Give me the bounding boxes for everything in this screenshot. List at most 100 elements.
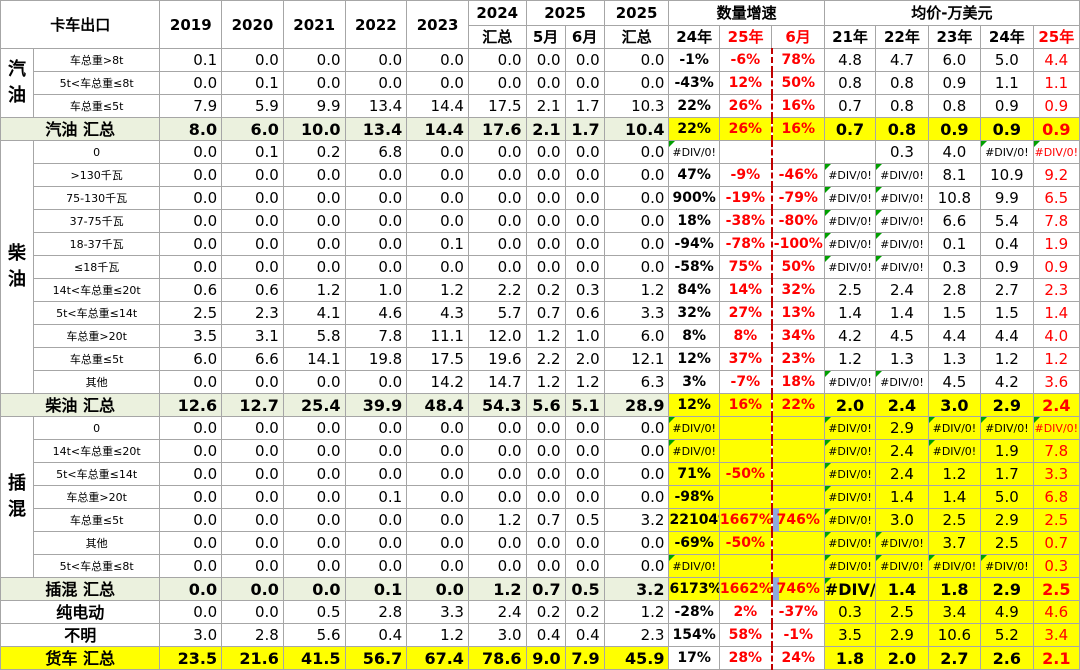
value-cell: 0.0 (221, 255, 284, 279)
value-cell: 0.0 (344, 462, 408, 486)
value-cell: 0.0 (159, 416, 223, 440)
row-label: 75-130千瓦 (32, 186, 161, 210)
value-cell: 0.0 (406, 508, 469, 532)
row-label: 14t<车总重≤20t (32, 278, 161, 302)
value-cell: 2.0 (564, 347, 605, 371)
value-cell: 0.2 (564, 600, 605, 624)
price-cell: 3.0 (927, 393, 982, 417)
value-cell: 6.3 (603, 370, 670, 394)
value-cell: 0.0 (564, 416, 605, 440)
growth-header: 数量增速 (668, 0, 825, 26)
value-cell: 19.8 (344, 347, 408, 371)
growth-cell: 12% (668, 393, 720, 417)
price-cell: 4.4 (927, 324, 982, 348)
value-cell: 0.7 (525, 577, 566, 601)
value-cell: 0.0 (525, 209, 566, 233)
value-cell: 2.3 (221, 301, 284, 325)
price-cell (823, 140, 877, 164)
growth-cell: 32% (770, 278, 825, 302)
value-cell: 0.0 (282, 554, 346, 578)
price-cell: 5.2 (980, 623, 1034, 647)
growth-cell: 78% (770, 48, 825, 72)
growth-6-header: 6月 (771, 25, 825, 49)
growth-cell: 14% (718, 278, 773, 302)
category-label: 插混 (0, 416, 34, 578)
value-cell: 2.5 (159, 301, 223, 325)
price-cell: 2.9 (980, 508, 1034, 532)
value-cell: 2.2 (467, 278, 527, 302)
value-cell: 0.0 (344, 71, 408, 95)
value-cell: 12.7 (221, 393, 284, 417)
value-cell: 0.0 (282, 232, 346, 256)
value-cell: 0.1 (406, 232, 469, 256)
value-cell: 25.4 (282, 393, 346, 417)
growth-cell: 22% (668, 117, 720, 141)
price-cell: 4.8 (823, 48, 877, 72)
value-cell: 0.0 (159, 370, 223, 394)
growth-cell: 24% (770, 646, 825, 670)
table-row: 75-130千瓦 0.0 0.0 0.0 0.0 0.0 0.0 0.0 0.0 0.0 900% -… (1, 186, 1080, 210)
value-cell: 3.3 (603, 301, 670, 325)
value-cell: 12.6 (159, 393, 223, 417)
value-cell: 3.2 (603, 577, 670, 601)
growth-cell: #DIV/0! (668, 439, 720, 463)
value-cell: 0.0 (344, 416, 408, 440)
price-cell: 1.3 (927, 347, 982, 371)
price-cell: #DIV/0! (823, 416, 877, 440)
price-cell: 4.2 (980, 370, 1034, 394)
value-cell: 0.0 (282, 416, 346, 440)
price-cell: #DIV/0! (875, 186, 929, 210)
price-cell: 9.9 (980, 186, 1034, 210)
value-cell: 0.0 (603, 71, 670, 95)
value-cell: 0.0 (467, 554, 527, 578)
value-cell: 0.2 (525, 278, 566, 302)
value-cell: 1.2 (406, 278, 469, 302)
value-cell: 0.0 (344, 209, 408, 233)
value-cell: 0.0 (159, 255, 223, 279)
value-cell: 0.0 (221, 600, 284, 624)
growth-cell (718, 554, 773, 578)
value-cell: 0.0 (159, 462, 223, 486)
value-cell: 0.0 (603, 255, 670, 279)
value-cell: 0.0 (221, 232, 284, 256)
value-cell: 6.8 (344, 140, 408, 164)
value-cell: 0.0 (282, 439, 346, 463)
price-cell: 1.4 (1032, 301, 1080, 325)
jun-header: 6月 (564, 25, 605, 49)
value-cell: 14.1 (282, 347, 346, 371)
value-cell: 3.3 (406, 600, 469, 624)
table-row: 车总重≤5t 7.9 5.9 9.9 13.4 14.4 17.5 2.1 1.7 10.3 22%… (1, 94, 1080, 118)
value-cell: 78.6 (467, 646, 527, 670)
growth-cell: -1% (668, 48, 720, 72)
value-cell: 0.0 (344, 554, 408, 578)
growth-cell: 2% (718, 600, 773, 624)
price-cell: 0.3 (823, 600, 877, 624)
price-cell: 4.6 (1032, 600, 1080, 624)
year-2023-header: 2023 (406, 0, 469, 49)
price-cell: 0.9 (927, 117, 982, 141)
price-cell: 1.2 (1032, 347, 1080, 371)
price-cell: 1.4 (875, 301, 929, 325)
value-cell: 0.0 (344, 232, 408, 256)
value-cell: 0.0 (406, 140, 469, 164)
year-2025-header: 2025 (525, 0, 605, 26)
growth-cell: 27% (718, 301, 773, 325)
may-header: 5月 (525, 25, 566, 49)
price-cell: 0.3 (875, 140, 929, 164)
growth-cell: 18% (668, 209, 720, 233)
price-cell: 2.8 (927, 278, 982, 302)
value-cell: 0.0 (603, 531, 670, 555)
price-cell: 2.9 (980, 577, 1034, 601)
value-cell: 6.0 (159, 347, 223, 371)
value-cell: 0.0 (221, 48, 284, 72)
value-cell: 2.3 (603, 623, 670, 647)
value-cell: 0.0 (525, 232, 566, 256)
growth-cell: 32% (668, 301, 720, 325)
price-cell: 2.5 (1032, 508, 1080, 532)
price-cell: #DIV/0! (823, 554, 877, 578)
value-cell: 0.0 (221, 370, 284, 394)
value-cell: 0.0 (282, 370, 346, 394)
growth-cell: 71% (668, 462, 720, 486)
table-row: 纯电动 0.0 0.0 0.5 2.8 3.3 2.4 0.2 0.2 1.2 -28% 2% -37%… (0, 600, 1080, 624)
table-row: 柴油 汇总 12.6 12.7 25.4 39.9 48.4 54.3 5.6 5.1 28.9 1… (0, 393, 1080, 417)
